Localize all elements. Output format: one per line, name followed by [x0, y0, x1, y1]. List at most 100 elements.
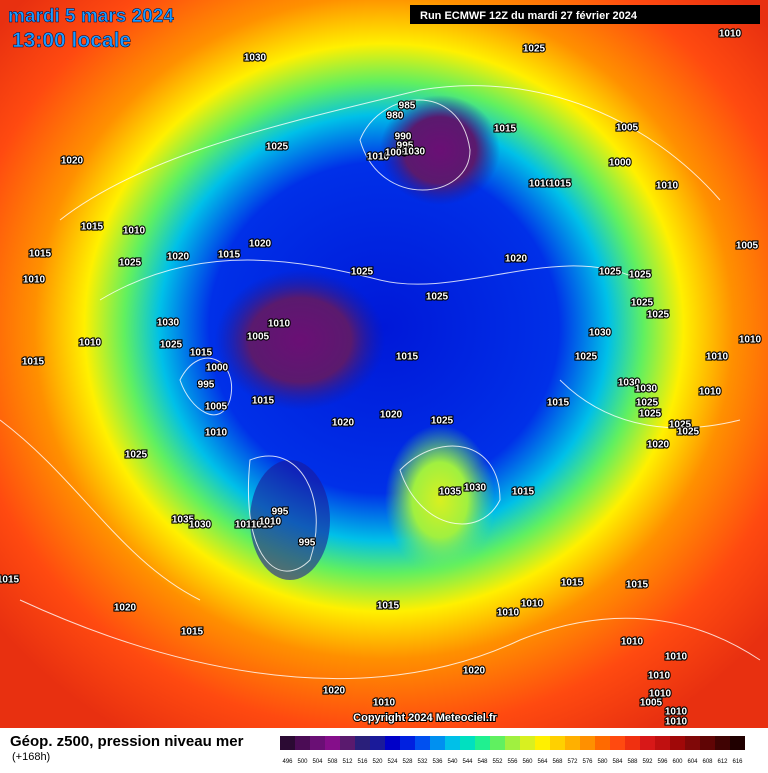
pressure-label: 1015: [252, 396, 275, 407]
pressure-label: 1015: [81, 222, 104, 233]
pressure-label: 995: [299, 538, 316, 549]
pressure-label: 1010: [79, 338, 102, 349]
pressure-label: 1025: [125, 450, 148, 461]
pressure-label: 1015: [29, 249, 52, 260]
legend-label: 608: [702, 759, 713, 765]
pressure-label: 1015: [377, 601, 400, 612]
pressure-label: 1020: [505, 254, 528, 265]
pressure-label: 1025: [669, 420, 692, 431]
legend-swatch: [355, 736, 370, 750]
low-z500-area: [215, 270, 385, 410]
pressure-label: 1005: [616, 123, 639, 134]
pressure-label: 1010: [665, 717, 688, 728]
isobars: [0, 85, 761, 680]
legend-label: 544: [462, 759, 473, 765]
pressure-label: 1010: [665, 652, 688, 663]
pressure-label: 1020: [114, 603, 137, 614]
pressure-label: 1020: [249, 239, 272, 250]
legend-swatch: [550, 736, 565, 750]
pressure-label: 1015: [251, 520, 274, 531]
pressure-label: 1035: [439, 487, 462, 498]
run-box: [410, 5, 760, 24]
legend-label: 552: [492, 759, 503, 765]
legend-label: 496: [282, 759, 293, 765]
map-date: mardi 5 mars 2024: [8, 6, 174, 27]
pressure-label: 1030: [635, 384, 658, 395]
pressure-label: 1025: [523, 44, 546, 55]
legend-swatch: [340, 736, 355, 750]
pressure-label: 1015: [181, 627, 204, 638]
pressure-label: 1010: [529, 179, 552, 190]
legend-swatch: [415, 736, 430, 750]
pressure-label: 1025: [647, 310, 670, 321]
pressure-label: 1020: [167, 252, 190, 263]
legend-swatch: [655, 736, 670, 750]
legend-label: 600: [672, 759, 683, 765]
legend-label: 532: [417, 759, 428, 765]
pressure-label: 1015: [218, 250, 241, 261]
pressure-label: 1015: [190, 348, 213, 359]
pressure-label: 1030: [618, 378, 641, 389]
legend-swatch: [490, 736, 505, 750]
pressure-label: 1030: [464, 483, 487, 494]
pressure-label: 1010: [706, 352, 729, 363]
legend-label: 568: [552, 759, 563, 765]
pressure-label: 1010: [648, 671, 671, 682]
legend-swatch: [370, 736, 385, 750]
pressure-label: 1030: [589, 328, 612, 339]
legend-swatch: [535, 736, 550, 750]
legend-swatch: [505, 736, 520, 750]
pressure-label: 1010: [719, 29, 742, 40]
pressure-label: 1020: [647, 440, 670, 451]
pressure-label: 1025: [677, 427, 700, 438]
pressure-label: 1015: [494, 124, 517, 135]
pressure-label: 1010: [621, 637, 644, 648]
pressure-label: 1015: [626, 580, 649, 591]
low-z500-area: [380, 95, 500, 205]
pressure-label: 995: [198, 380, 215, 391]
legend-label: 592: [642, 759, 653, 765]
pressure-label: 1025: [160, 340, 183, 351]
pressure-label: 1015: [561, 578, 584, 589]
pressure-label: 1020: [323, 686, 346, 697]
legend-label: 520: [372, 759, 383, 765]
legend-label: 512: [342, 759, 353, 765]
legend-swatch: [280, 736, 295, 750]
ridge-area: [385, 425, 495, 575]
pressure-label: 1025: [599, 267, 622, 278]
legend-label: 508: [327, 759, 338, 765]
pressure-label: 1025: [431, 416, 454, 427]
pressure-label: 1000: [206, 363, 229, 374]
pressure-label: 985: [399, 101, 416, 112]
legend-label: 560: [522, 759, 533, 765]
pressure-label: 1010: [497, 608, 520, 619]
legend-swatch: [295, 736, 310, 750]
pressure-label: 1025: [426, 292, 449, 303]
pressure-label: 1000: [609, 158, 632, 169]
legend-label: 500: [297, 759, 308, 765]
pressure-label: 1015: [549, 179, 572, 190]
copyright: Copyright 2024 Meteociel.fr: [353, 712, 497, 724]
pressure-label: 1030: [189, 520, 212, 531]
pressure-label: 1015: [22, 357, 45, 368]
pressure-label: 1010: [205, 428, 228, 439]
pressure-label: 995: [397, 141, 414, 152]
pressure-label: 1030: [403, 147, 426, 158]
pressure-label: 1010: [123, 226, 146, 237]
legend-label: 536: [432, 759, 443, 765]
pressure-label: 1005: [736, 241, 759, 252]
lead-time: (+168h): [12, 751, 50, 763]
legend-swatch: [610, 736, 625, 750]
pressure-label: 990: [395, 132, 412, 143]
legend-label: 616: [732, 759, 743, 765]
legend-swatch: [565, 736, 580, 750]
legend-swatch: [715, 736, 730, 750]
legend-swatch: [430, 736, 445, 750]
pressure-label: 1025: [639, 409, 662, 420]
pressure-label: 1025: [636, 398, 659, 409]
pressure-label: 1010: [23, 275, 46, 286]
pressure-label: 1010: [665, 707, 688, 718]
legend-label: 572: [567, 759, 578, 765]
legend-swatch: [325, 736, 340, 750]
legend-label: 580: [597, 759, 608, 765]
